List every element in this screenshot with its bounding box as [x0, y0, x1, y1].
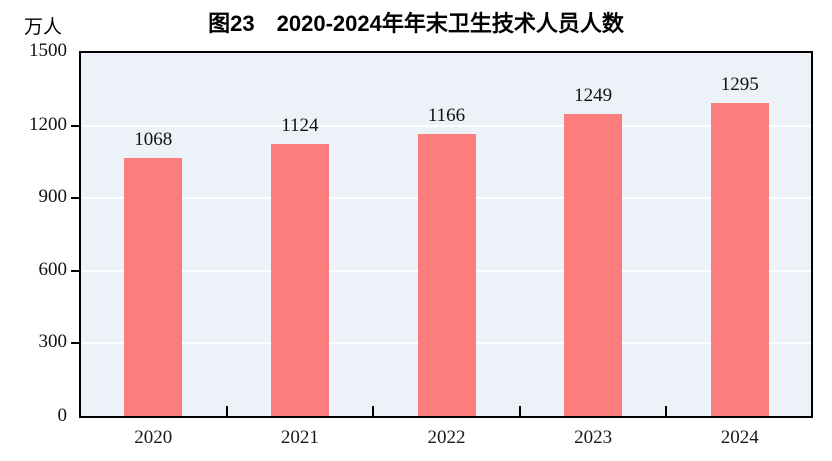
bar-2023 — [564, 113, 623, 416]
x-axis-label-2022: 2022 — [427, 427, 466, 448]
y-axis-tick-label-300: 300 — [38, 331, 68, 353]
y-axis-tick-label-600: 600 — [38, 258, 68, 280]
x-axis-tick-2 — [372, 406, 375, 416]
y-axis-tick-label-1500: 1500 — [29, 40, 67, 61]
bar-2021 — [270, 143, 329, 416]
bar-value-label-2024: 1295 — [720, 73, 759, 95]
x-axis-label-2024: 2024 — [720, 427, 759, 448]
y-axis-tick-600 — [71, 269, 79, 272]
y-axis-unit-label: 万人 — [24, 17, 63, 38]
x-axis-tick-4 — [665, 406, 668, 416]
y-axis-tick-label-1200: 1200 — [29, 113, 67, 135]
x-axis-tick-1 — [225, 406, 228, 416]
bar-value-label-2022: 1166 — [427, 104, 466, 126]
x-axis-tick-3 — [518, 406, 521, 416]
x-axis-label-2023: 2023 — [574, 427, 613, 448]
bar-value-label-2020: 1068 — [134, 128, 173, 150]
gridline-1200 — [82, 124, 811, 127]
chart-title: 图23 2020-2024年年末卫生技术人员人数 — [208, 11, 624, 36]
y-axis-tick-300 — [71, 342, 79, 345]
y-axis-tick-900 — [71, 197, 79, 200]
x-axis-label-2021: 2021 — [280, 427, 319, 448]
y-axis-tick-label-900: 900 — [38, 186, 68, 208]
bar-2022 — [417, 133, 476, 416]
bar-value-label-2023: 1249 — [574, 84, 613, 106]
bar-2024 — [710, 102, 769, 416]
bar-2020 — [124, 157, 183, 416]
y-axis-tick-1200 — [71, 124, 79, 127]
bar-value-label-2021: 1124 — [281, 114, 319, 136]
y-axis-tick-label-0: 0 — [57, 405, 68, 426]
x-axis-label-2020: 2020 — [134, 427, 173, 448]
